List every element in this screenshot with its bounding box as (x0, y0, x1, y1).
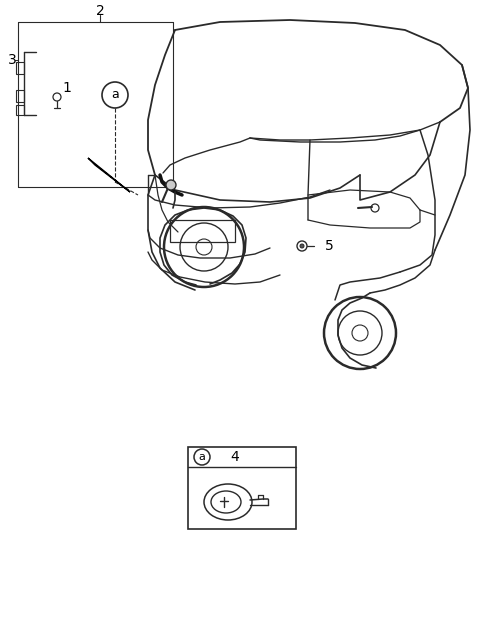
Text: 4: 4 (230, 450, 239, 464)
Text: a: a (199, 452, 205, 462)
Text: 3: 3 (8, 53, 17, 67)
Bar (16, 62, 24, 74)
Bar (16, 90, 24, 102)
Circle shape (300, 244, 304, 248)
Text: 1: 1 (62, 81, 71, 95)
Text: 5: 5 (325, 239, 334, 253)
Text: 2: 2 (96, 4, 104, 18)
Bar (170, 220, 235, 242)
Polygon shape (88, 158, 130, 192)
Circle shape (166, 180, 176, 190)
Text: a: a (111, 89, 119, 102)
Bar (16, 105, 24, 115)
Bar (188, 447, 296, 529)
